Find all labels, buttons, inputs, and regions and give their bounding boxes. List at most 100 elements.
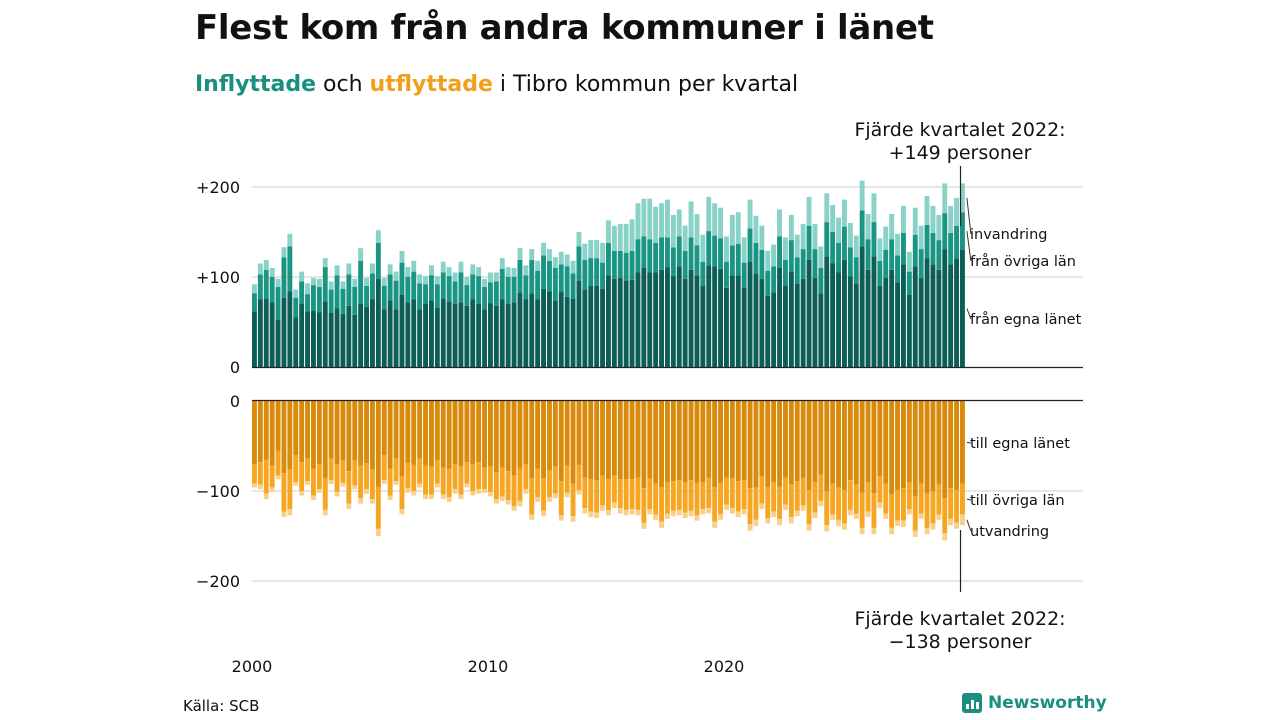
bar-in-immig: [729, 214, 735, 246]
bar-out-other: [446, 468, 452, 498]
bar-out-other: [771, 482, 777, 512]
bar-out-other: [340, 460, 346, 483]
bar-in-immig: [936, 214, 942, 241]
x-tick-label: 2000: [232, 657, 273, 676]
bar-out-other: [257, 462, 263, 485]
bar-in-other: [895, 255, 900, 283]
bar-out-own: [936, 401, 942, 485]
bar-in-own: [777, 268, 782, 367]
bar-in-own: [452, 304, 458, 367]
bar-in-own: [960, 250, 965, 367]
bar-in-immig: [552, 257, 558, 268]
bar-out-other: [901, 488, 906, 521]
bar-in-other: [788, 240, 794, 272]
bar-out-own: [883, 401, 889, 484]
bar-out-emig: [493, 499, 499, 504]
bar-out-other: [346, 471, 352, 504]
series-label-in: invandring: [970, 227, 1047, 243]
bar-out-own: [293, 401, 299, 455]
bar-in-immig: [505, 267, 511, 277]
bar-out-emig: [653, 514, 659, 520]
bar-in-own: [759, 278, 765, 367]
bar-in-immig: [906, 251, 912, 272]
bar-out-other: [623, 479, 629, 510]
bar-in-own: [830, 263, 836, 367]
bar-in-immig: [257, 263, 263, 275]
bar-out-other: [859, 492, 865, 528]
bar-in-own: [358, 304, 364, 367]
bar-out-emig: [434, 483, 440, 488]
bar-out-emig: [316, 489, 322, 493]
bar-out-own: [901, 401, 906, 489]
bar-out-emig: [252, 483, 257, 488]
bar-in-immig: [263, 259, 269, 270]
bar-in-immig: [877, 238, 883, 261]
bar-in-own: [535, 299, 541, 367]
series-label-out: till övriga län: [970, 493, 1065, 509]
subtitle-out-word: utflyttade: [369, 72, 493, 97]
bar-in-other: [328, 289, 334, 313]
bar-in-immig: [788, 214, 794, 241]
bar-out-own: [918, 401, 924, 484]
bar-in-immig: [375, 230, 381, 243]
annotation-bottom-line2: −138 personer: [889, 631, 1032, 653]
bar-in-own: [252, 311, 257, 367]
bar-out-own: [865, 401, 871, 482]
bar-in-immig: [316, 278, 322, 287]
bar-out-emig: [429, 494, 434, 500]
bar-in-own: [906, 295, 912, 367]
bar-out-emig: [322, 509, 328, 516]
bar-out-emig: [446, 497, 452, 502]
bar-out-emig: [641, 522, 647, 529]
bar-in-own: [676, 266, 682, 367]
bar-out-own: [859, 401, 865, 493]
bar-out-emig: [517, 500, 523, 507]
bar-in-other: [942, 213, 948, 250]
bar-out-own: [488, 401, 493, 467]
bar-in-immig: [771, 244, 777, 267]
bar-out-other: [293, 455, 299, 482]
bar-out-own: [423, 401, 428, 466]
bar-in-own: [275, 319, 281, 367]
bar-out-own: [411, 401, 417, 465]
bar-in-other: [930, 232, 936, 265]
bar-out-own: [340, 401, 346, 461]
bar-in-immig: [482, 278, 487, 287]
bar-out-emig: [859, 527, 865, 535]
bar-out-emig: [464, 483, 470, 488]
bar-out-other: [818, 474, 824, 501]
bar-in-immig: [918, 225, 924, 250]
bar-in-immig: [564, 254, 570, 267]
bar-in-other: [281, 257, 287, 298]
bar-in-own: [629, 279, 635, 367]
bar-out-own: [759, 401, 765, 477]
bar-out-other: [600, 475, 605, 506]
bar-out-emig: [393, 481, 399, 485]
bar-out-emig: [830, 514, 836, 520]
bar-out-emig: [783, 504, 788, 510]
bar-out-own: [417, 401, 423, 459]
bar-in-immig: [824, 193, 830, 223]
bar-in-other: [906, 271, 912, 295]
bar-in-immig: [429, 265, 434, 276]
bar-out-own: [482, 401, 487, 468]
bar-out-own: [830, 401, 836, 484]
bar-in-own: [930, 264, 936, 367]
bar-out-emig: [535, 497, 541, 502]
newsworthy-logo[interactable]: Newsworthy: [962, 693, 1107, 713]
bar-out-own: [582, 401, 588, 478]
bar-in-other: [670, 247, 676, 277]
bar-in-other: [877, 260, 883, 286]
bar-out-other: [753, 487, 759, 520]
bar-in-own: [741, 287, 747, 367]
bar-in-other: [948, 232, 954, 265]
bar-out-other: [747, 488, 753, 525]
bar-in-other: [724, 261, 729, 288]
bar-in-other: [706, 231, 712, 266]
bar-out-emig: [877, 502, 883, 509]
bar-out-own: [558, 401, 564, 482]
y-tick-bottom: 0: [230, 392, 240, 411]
bar-out-emig: [741, 509, 747, 515]
bar-out-emig: [411, 491, 417, 496]
bar-in-other: [753, 242, 759, 274]
